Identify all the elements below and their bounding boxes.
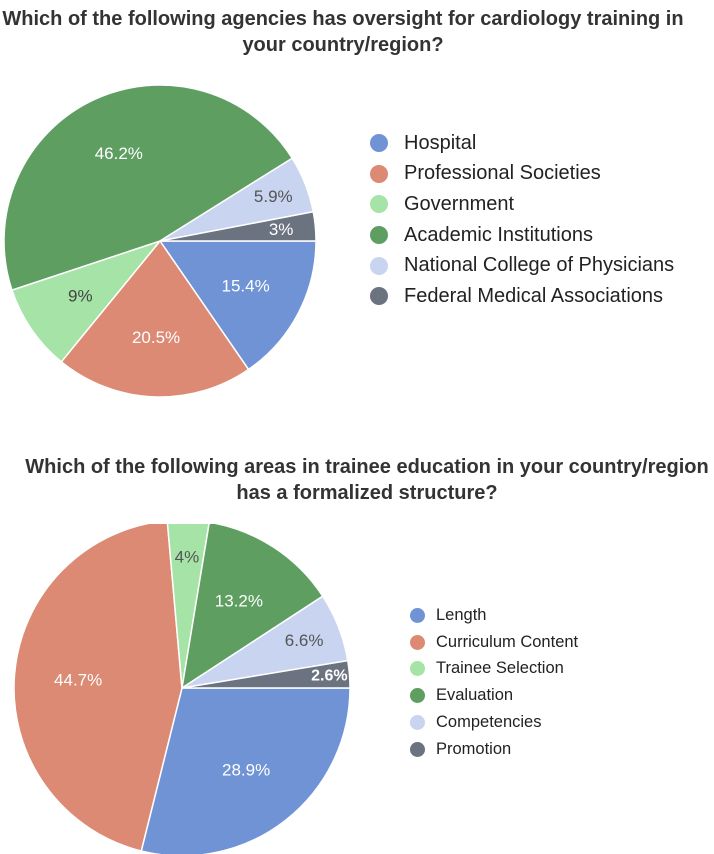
pie-slice-promotion — [181, 659, 351, 689]
slice-label-national-college-of-physicians: 5.9% — [254, 187, 293, 206]
legend-label: Academic Institutions — [404, 223, 593, 246]
pie-slice-curriculum-content — [13, 524, 183, 852]
slice-label-evaluation: 13.2% — [215, 591, 263, 610]
legend-swatch — [410, 607, 425, 623]
legend-label: Length — [436, 605, 487, 624]
legend-swatch — [370, 164, 388, 183]
pie-slice-trainee-selection — [166, 524, 210, 689]
legend-item-length: Length — [410, 602, 578, 629]
legend-item-federal-medical-associations: Federal Medical Associations — [370, 281, 674, 312]
pie-slice-evaluation — [180, 524, 324, 690]
legend-item-national-college-of-physicians: National College of Physicians — [370, 250, 674, 281]
legend-agencies: Hospital Professional Societies Government… — [370, 128, 674, 312]
legend-label: Promotion — [436, 739, 512, 758]
legend-item-government: Government — [370, 189, 674, 220]
legend-label: Professional Societies — [404, 162, 601, 185]
legend-swatch — [370, 195, 388, 214]
legend-swatch — [410, 741, 425, 757]
legend-swatch — [370, 226, 388, 245]
pie-chart-agencies: 15.4% 20.5% 9% 46.2% 5.9% 3% — [3, 84, 317, 398]
pie-slice-government — [10, 239, 163, 363]
legend-item-promotion: Promotion — [410, 736, 578, 763]
pie-chart-trainee-education: 28.9% 44.7% 4% 13.2% 6.6% 2.6% — [13, 524, 351, 854]
slice-label-promotion: 2.6% — [311, 667, 347, 684]
legend-label: Curriculum Content — [436, 632, 579, 651]
slice-label-academic-institutions: 46.2% — [95, 144, 143, 163]
slice-label-federal-medical-associations: 3% — [269, 220, 294, 239]
legend-label: Federal Medical Associations — [404, 284, 664, 307]
legend-item-trainee-selection: Trainee Selection — [410, 656, 578, 683]
slice-label-curriculum-content: 44.7% — [54, 670, 102, 689]
pie-slice-length — [140, 687, 351, 854]
legend-swatch — [370, 287, 388, 306]
legend-label: Evaluation — [436, 686, 514, 705]
pie-slice-academic-institutions — [3, 84, 294, 292]
legend-swatch — [370, 256, 388, 275]
legend-item-evaluation: Evaluation — [410, 682, 578, 709]
pie-slice-hospital — [158, 240, 317, 371]
chart-title-agencies: Which of the following agencies has over… — [2, 8, 684, 56]
slice-label-length: 28.9% — [222, 761, 270, 780]
legend-label: Competencies — [436, 713, 542, 732]
slice-label-government: 9% — [68, 286, 93, 305]
legend-item-competencies: Competencies — [410, 709, 578, 736]
legend-label: Hospital — [404, 131, 477, 154]
legend-label: National College of Physicians — [404, 254, 675, 277]
legend-item-professional-societies: Professional Societies — [370, 159, 674, 190]
slice-label-competencies: 6.6% — [285, 631, 324, 650]
legend-swatch — [410, 661, 425, 677]
legend-item-curriculum-content: Curriculum Content — [410, 629, 578, 656]
legend-swatch — [410, 634, 425, 650]
legend-label: Trainee Selection — [436, 659, 564, 678]
slice-label-hospital: 15.4% — [222, 276, 270, 295]
slice-label-professional-societies: 20.5% — [132, 328, 180, 347]
chart-title-trainee-education: Which of the following areas in trainee … — [25, 456, 709, 504]
pie-slice-professional-societies — [60, 239, 250, 398]
slice-label-trainee-selection: 4% — [175, 548, 200, 567]
pie-slice-federal-medical-associations — [159, 210, 317, 242]
legend-swatch — [370, 134, 388, 153]
legend-swatch — [410, 688, 425, 704]
legend-swatch — [410, 715, 425, 731]
legend-item-academic-institutions: Academic Institutions — [370, 220, 674, 251]
legend-trainee-education: Length Curriculum Content Trainee Selectio… — [410, 602, 578, 763]
legend-item-hospital: Hospital — [370, 128, 674, 159]
legend-label: Government — [404, 192, 515, 215]
